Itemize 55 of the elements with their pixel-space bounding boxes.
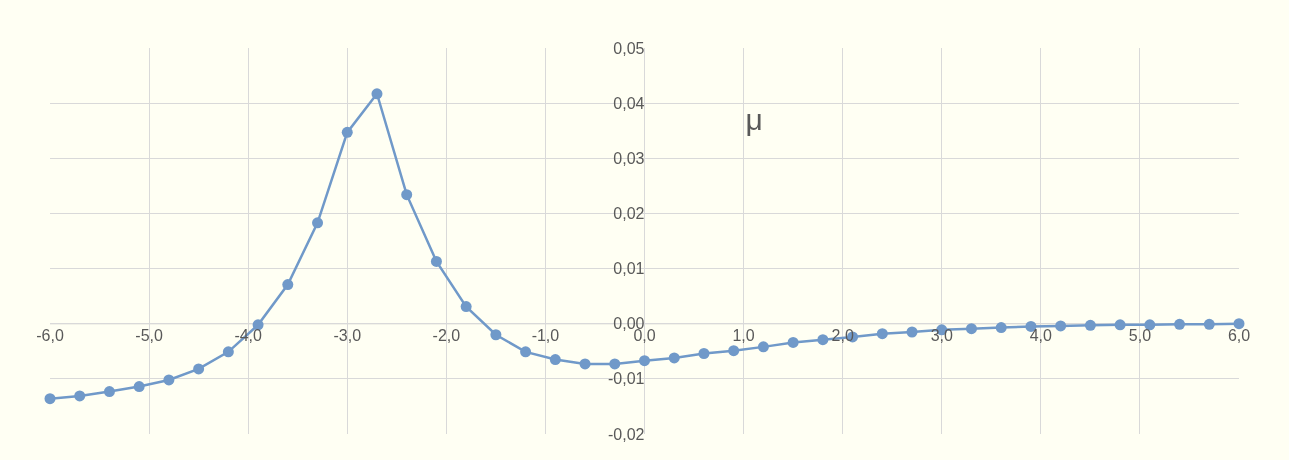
point [1144,319,1156,331]
point [1055,320,1067,332]
point [460,301,472,313]
point [193,363,205,375]
y-tick-label: 0,03 [613,149,645,167]
point [133,381,145,393]
point [1233,318,1245,330]
y-tick-label: 0,01 [613,260,645,278]
x-tick-label: -3,0 [333,326,362,344]
x-tick-label: -2,0 [432,326,461,344]
point [906,326,918,338]
point [44,393,56,405]
text: μ [745,103,763,137]
point [579,358,591,370]
x-tick-label: -1,0 [531,326,560,344]
point [668,352,680,364]
point [1084,319,1096,331]
point [698,347,710,359]
y-tick-label: 0,05 [613,39,645,57]
point [163,374,175,386]
y-tick-label: -0,02 [608,425,645,443]
point [341,126,353,138]
point [1174,318,1186,330]
point [103,386,115,398]
x-tick-label: 6,0 [1227,326,1251,344]
point [757,341,769,353]
x-tick-label: 1,0 [732,326,755,344]
x-tick-label: -6,0 [36,326,64,344]
x-tick-label: -5,0 [135,326,163,344]
x-tick-label: 3,0 [930,326,953,344]
point [1114,319,1126,331]
y-tick-label: 0,02 [613,205,645,223]
point [995,322,1007,334]
point [609,358,621,370]
y-tick-label: 0,04 [613,94,645,112]
point [430,255,442,267]
point [549,354,561,366]
point [222,346,234,358]
point [74,390,86,402]
point [490,329,502,341]
x-tick-label: 4,0 [1029,326,1053,344]
point [1203,318,1215,330]
y-tick-label: -0,01 [608,370,645,388]
point [282,279,294,291]
point [401,189,413,201]
x-tick-label: 5,0 [1128,326,1152,344]
point [787,336,799,348]
point [817,334,829,346]
point [520,346,532,358]
point [728,345,740,357]
point [965,323,977,335]
point [312,217,324,229]
point [639,355,650,367]
point [371,88,383,100]
point [876,328,888,340]
